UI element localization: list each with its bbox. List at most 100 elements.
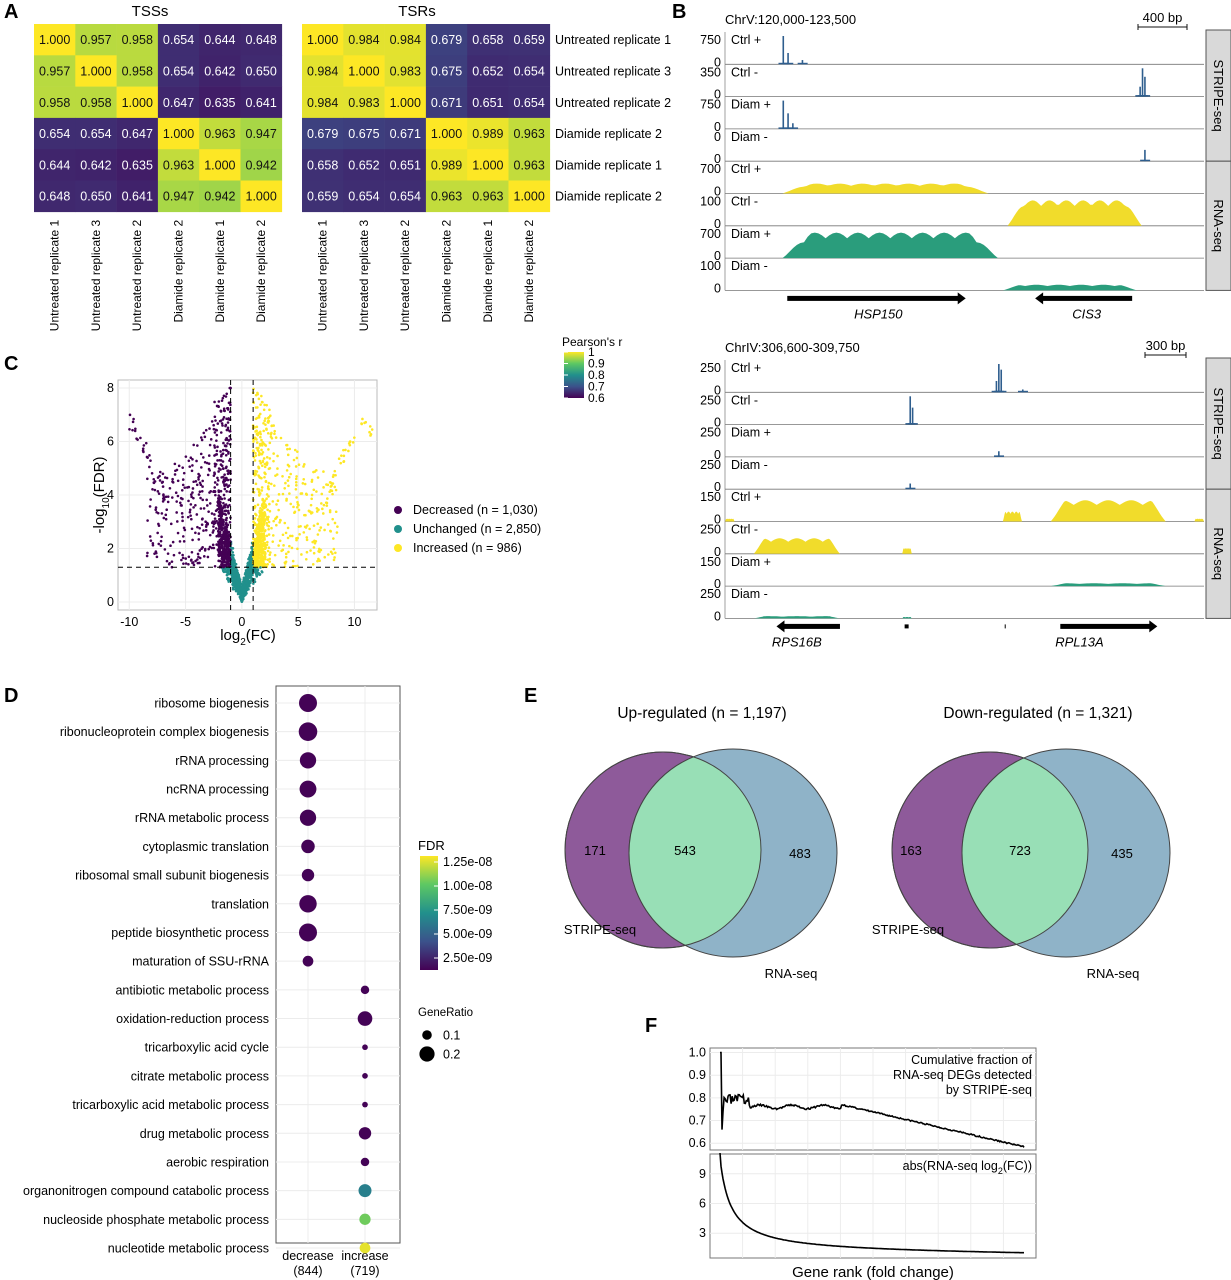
volcano-point	[221, 396, 225, 400]
volcano-point	[253, 473, 256, 477]
heatmap-cell	[508, 180, 551, 213]
upper-y-tick: 0.7	[689, 1114, 706, 1128]
volcano-point	[225, 529, 229, 533]
locus-coordinate: ChrIV:306,600-309,750	[725, 340, 860, 355]
volcano-point	[190, 469, 194, 473]
volcano-point	[163, 548, 167, 551]
volcano-point	[223, 531, 227, 534]
group-count: (844)	[293, 1264, 322, 1278]
volcano-point	[223, 444, 227, 448]
volcano-point	[268, 466, 272, 470]
rna-coverage	[902, 617, 912, 619]
go-dot	[358, 1127, 372, 1140]
volcano-point	[254, 541, 257, 544]
volcano-point	[212, 427, 216, 431]
volcano-point	[260, 452, 264, 456]
volcano-point	[256, 487, 260, 491]
track-zero: 0	[714, 55, 721, 69]
volcano-point	[183, 486, 187, 489]
volcano-point	[270, 431, 273, 435]
volcano-point	[190, 517, 193, 521]
volcano-point	[226, 421, 230, 424]
rna-coverage	[902, 548, 912, 554]
heatmap-cell	[384, 180, 427, 213]
heatmap-cell	[343, 117, 385, 150]
volcano-point	[224, 513, 228, 516]
volcano-point	[263, 462, 267, 466]
track-max: 700	[700, 162, 721, 176]
volcano-point	[233, 585, 236, 589]
go-term-label: nucleotide metabolic process	[108, 1242, 269, 1256]
volcano-point	[202, 431, 206, 435]
volcano-point	[253, 570, 257, 574]
volcano-point	[188, 508, 192, 512]
volcano-point	[189, 493, 193, 496]
track-max: 250	[700, 523, 721, 537]
rna-coverage	[1007, 200, 1142, 226]
volcano-point	[333, 521, 337, 525]
volcano-point	[213, 486, 217, 489]
panel-letter-e: E	[524, 685, 537, 707]
rna-coverage	[1002, 284, 1137, 291]
rna-coverage	[753, 538, 840, 554]
volcano-point	[225, 490, 228, 493]
lower-panel-label: abs(RNA-seq log2(FC))	[903, 1159, 1032, 1176]
volcano-point	[255, 527, 259, 530]
volcano-point	[213, 444, 216, 447]
track-max: 0	[714, 130, 721, 144]
volcano-point	[168, 486, 172, 490]
volcano-point	[227, 533, 231, 536]
venn-right-count: 483	[789, 846, 811, 861]
volcano-point	[258, 451, 261, 455]
go-term-label: translation	[211, 897, 269, 911]
volcano-point	[268, 441, 272, 445]
fdr-legend-title: FDR	[418, 838, 445, 853]
heatmap-cell-value: 0.652	[348, 158, 379, 172]
volcano-point	[260, 448, 263, 452]
volcano-point	[286, 526, 290, 530]
volcano-point	[261, 558, 265, 562]
track-zero: 0	[714, 120, 721, 134]
heatmap-cell-value: 0.641	[246, 96, 277, 110]
volcano-point	[263, 512, 267, 516]
venn-left-outline	[564, 751, 762, 949]
volcano-point	[212, 525, 215, 528]
heatmap-cell-value: 0.651	[390, 158, 421, 172]
volcano-point	[253, 517, 257, 520]
gene-body	[1060, 623, 1152, 629]
heatmap-row-labels: Untreated replicate 1 Untreated replicate…	[555, 33, 671, 203]
volcano-point	[290, 534, 294, 538]
volcano-point	[178, 540, 182, 543]
volcano-point	[165, 559, 169, 563]
volcano-point	[351, 441, 355, 444]
volcano-point	[188, 465, 192, 468]
volcano-point	[221, 460, 225, 463]
volcano-point	[265, 497, 268, 501]
volcano-point	[219, 468, 222, 471]
volcano-point	[259, 506, 262, 510]
heatmap-cell	[34, 180, 76, 213]
heatmap-cell-value: 0.942	[246, 158, 277, 172]
volcano-point	[176, 479, 180, 483]
volcano-point	[216, 479, 220, 482]
volcano-point	[323, 528, 326, 532]
group-strip-label: RNA-seq	[1211, 527, 1226, 580]
stripe-peak	[909, 396, 912, 425]
volcano-point	[213, 520, 216, 523]
volcano-point	[218, 458, 221, 462]
rna-coverage	[1050, 500, 1166, 522]
go-term-label: ncRNA processing	[166, 783, 269, 797]
volcano-point	[196, 552, 200, 556]
volcano-point	[294, 465, 298, 468]
volcano-point	[304, 557, 308, 561]
stripe-peak	[1139, 86, 1141, 97]
volcano-point	[228, 429, 231, 433]
track-zero: 0	[714, 416, 721, 430]
volcano-point	[332, 547, 336, 551]
stripe-peak-base	[1017, 390, 1028, 393]
go-term-label: tricarboxylic acid cycle	[145, 1041, 269, 1055]
volcano-point	[310, 493, 314, 497]
volcano-point	[219, 501, 222, 504]
volcano-point	[313, 470, 317, 473]
volcano-point	[169, 544, 172, 547]
